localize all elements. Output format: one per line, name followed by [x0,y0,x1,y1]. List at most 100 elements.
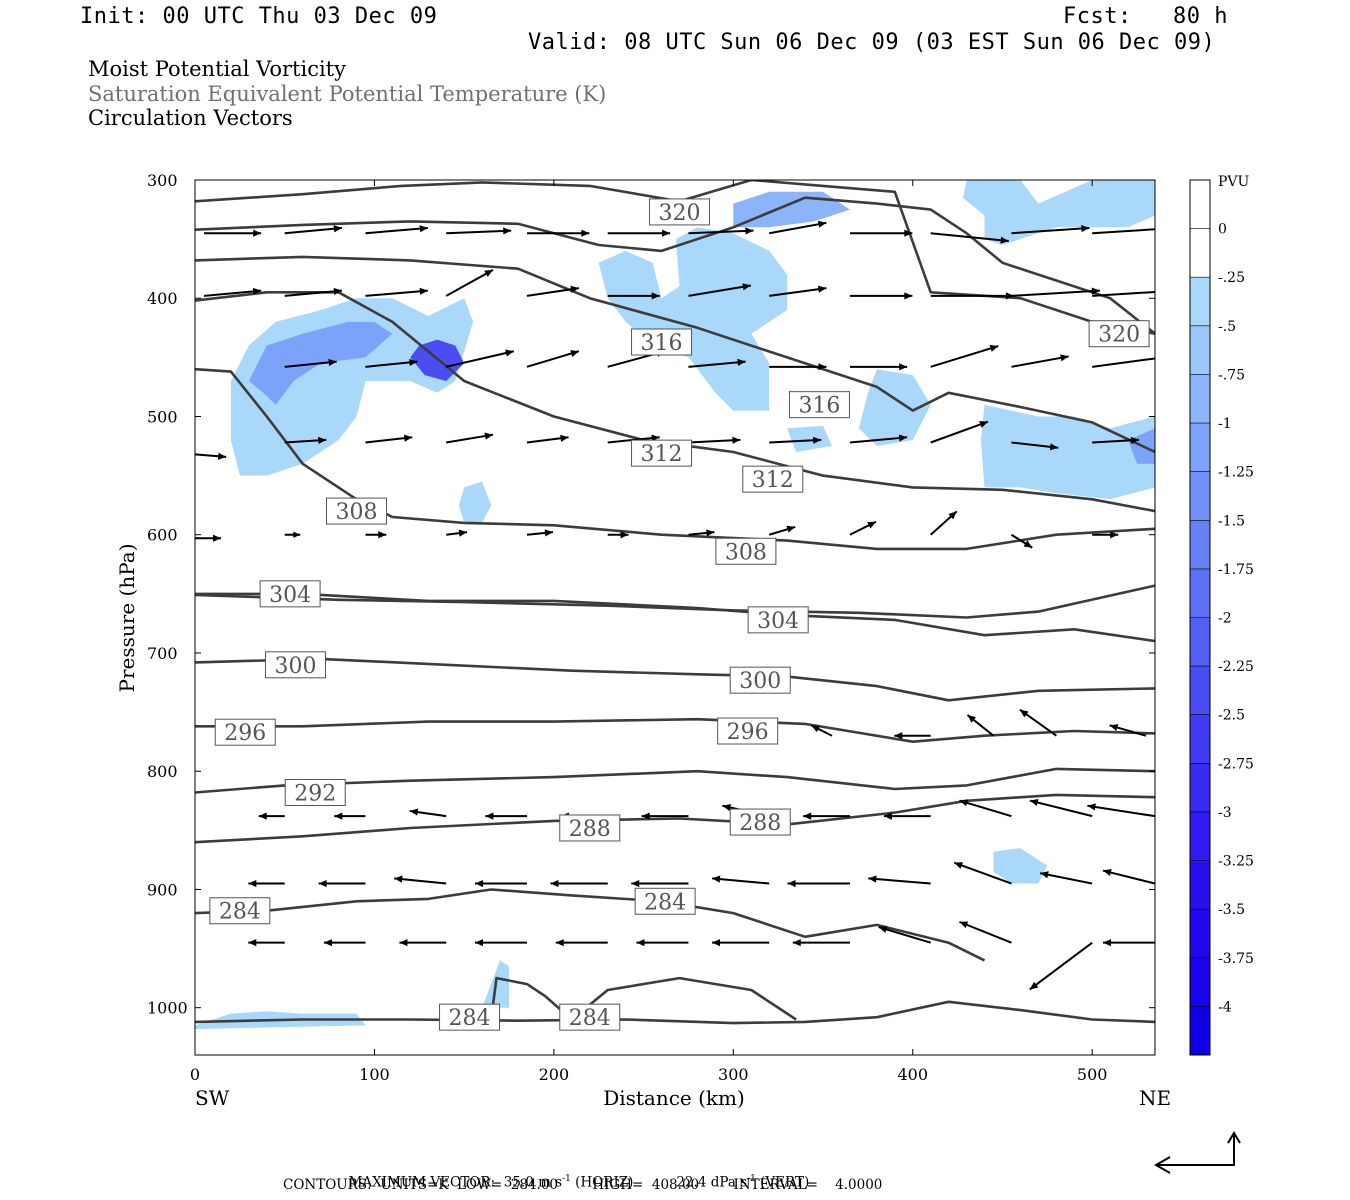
circulation-vector [1102,868,1155,885]
circulation-vector [284,358,337,368]
circulation-vector [930,420,989,444]
circulation-vector [526,350,580,368]
circulation-vector [203,229,262,237]
svg-text:316: 316 [798,394,840,419]
colorbar-swatch [1190,811,1210,862]
x-tick-label: 0 [190,1065,200,1084]
circulation-vector [1011,441,1059,451]
circulation-vector [883,812,931,820]
circulation-vector [284,287,343,297]
circulation-vector [768,525,796,536]
pv-shaded-region [993,848,1048,884]
circulation-vector [930,510,958,536]
circulation-vector [195,534,221,542]
circulation-vector [248,939,285,947]
circulation-vector [526,529,554,537]
theta-contour-300 [195,657,1155,702]
pv-shaded-region [787,425,832,452]
circulation-vector [284,436,327,444]
plot-frame [194,179,1156,1056]
circulation-vector [399,939,447,947]
circulation-vector [711,875,770,885]
circulation-vector [894,732,931,740]
circulation-vector [1019,708,1057,737]
valid-time: Valid: 08 UTC Sun 06 Dec 09 (03 EST Sun … [528,30,1216,55]
circulation-vector [258,812,285,820]
x-tick-label: 300 [718,1065,749,1084]
circulation-vector [769,220,827,235]
colorbar-label: -1 [1218,416,1232,432]
theta-contour-308 [195,367,1155,551]
pv-shaded-region [733,191,850,228]
contour-label: 316 [788,391,850,419]
circulation-vector [849,229,913,237]
colorbar-label: -1.5 [1218,513,1245,529]
x-tick-label: 200 [539,1065,570,1084]
colorbar-swatch [1190,666,1210,716]
colorbar-label: -4 [1218,999,1232,1015]
circulation-vector [930,232,1009,244]
colorbar-label: -2 [1218,611,1232,627]
y-tick-label: 900 [147,880,178,899]
circulation-vector [868,875,931,885]
circulation-vector [1109,724,1147,737]
colorbar-label: -3 [1218,805,1232,821]
circulation-vector [334,812,366,820]
pv-shaded-region [963,180,1155,245]
contour-label: 300 [264,651,326,679]
circulation-vector [284,531,301,538]
colorbar-swatch [1190,1006,1210,1056]
y-tick-label: 400 [147,289,178,308]
circulation-vector [485,812,527,820]
colorbar-swatch [1190,423,1210,473]
circulation-vector [712,939,770,947]
contour-label: 284 [439,1003,501,1031]
colorbar-label: -.75 [1218,367,1245,383]
colorbar-label: -.5 [1218,319,1236,335]
svg-text:320: 320 [1098,323,1140,348]
theta-contour-296 [195,717,1155,743]
colorbar-swatch [1190,374,1210,424]
theta-contour-320 [195,180,1155,335]
circulation-vector [1092,531,1119,539]
colorbar-label: -2.75 [1218,756,1254,772]
contour-label: 296 [214,718,276,746]
circulation-vector [688,283,752,297]
colorbar-swatch [1190,325,1210,375]
theta-contour-284 [489,976,797,1021]
contour-label: 284 [209,897,271,925]
circulation-vector [930,344,999,368]
pv-shaded-region [458,481,492,523]
contour-label: 316 [631,328,693,356]
circulation-vector [810,724,833,737]
colorbar-label: -2.25 [1218,659,1254,675]
y-tick-label: 500 [147,407,178,426]
circulation-vector [607,229,671,237]
contour-label: 300 [729,666,791,694]
theta-contour-284 [195,1000,1155,1025]
circulation-vector [446,227,512,235]
reference-vector-icon [1153,1131,1241,1174]
circulation-vector [849,363,908,371]
contour-label: 304 [747,606,809,634]
circulation-vector [787,879,850,888]
circulation-vector [1092,436,1140,444]
circulation-vector [526,285,580,297]
x-end-right: NE [1139,1086,1171,1110]
colorbar-label: -3.25 [1218,854,1254,870]
contour-label: 312 [631,439,693,467]
circulation-vector [365,531,387,539]
circulation-vector [849,434,908,444]
contour-label: 292 [284,779,346,807]
colorbar-swatch [1190,228,1210,278]
forecast-hour: Fcst: 80 h [1063,4,1228,29]
svg-text:296: 296 [727,720,769,745]
circulation-vector [849,520,877,536]
field-title-vectors: Circulation Vectors [88,106,293,130]
circulation-vector [930,292,1014,300]
colorbar-label: -2.5 [1218,708,1245,724]
x-tick-label: 100 [359,1065,390,1084]
circulation-vector [526,229,590,237]
svg-text:312: 312 [641,442,683,467]
